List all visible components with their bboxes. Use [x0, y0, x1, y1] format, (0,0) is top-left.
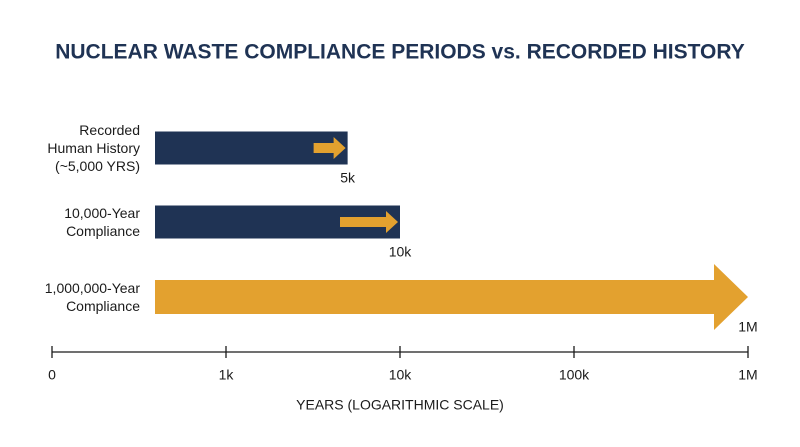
x-tick-label: 1M [738, 367, 757, 383]
value-label: 1M [738, 319, 757, 335]
value-label: 10k [389, 244, 413, 260]
bar-accent-arrow [313, 137, 346, 159]
bar-accent-arrow [340, 211, 398, 233]
chart-title: NUCLEAR WASTE COMPLIANCE PERIODS vs. REC… [55, 41, 745, 64]
bar-arrow [155, 264, 748, 330]
category-label: 1,000,000-Year Compliance [44, 280, 140, 314]
x-tick-label: 1k [219, 367, 235, 383]
category-label: Recorded Human History (~5,000 YRS) [47, 122, 140, 174]
x-tick-label: 100k [559, 367, 590, 383]
x-axis-title: YEARS (LOGARITHMIC SCALE) [296, 397, 504, 413]
category-label: 10,000-Year Compliance [64, 205, 140, 239]
x-tick-label: 10k [389, 367, 413, 383]
value-label: 5k [340, 170, 356, 186]
x-tick-label: 0 [48, 367, 56, 383]
